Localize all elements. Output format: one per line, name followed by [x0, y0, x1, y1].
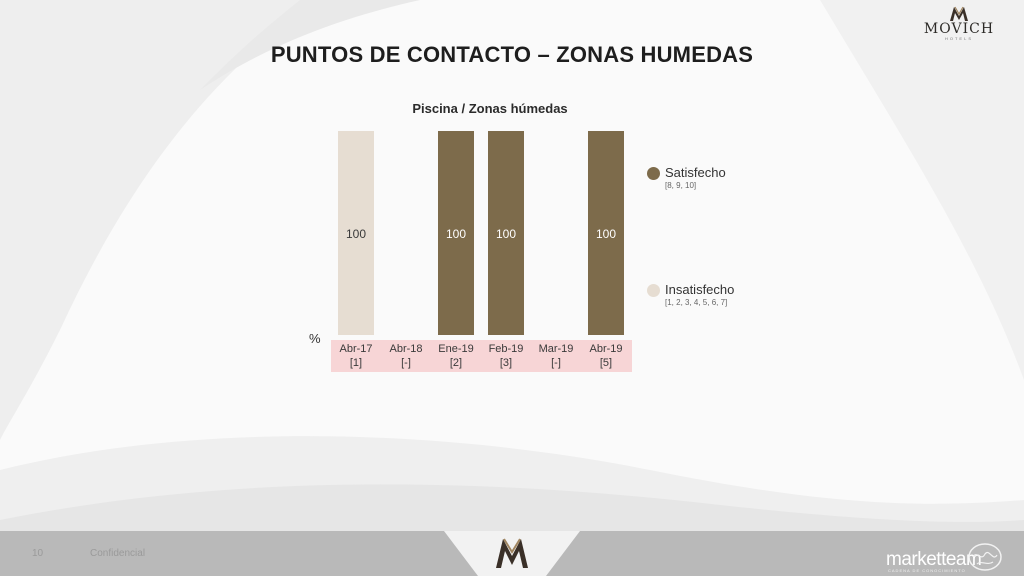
x-tick-2: Ene-19 [2] — [431, 342, 481, 372]
page-title: PUNTOS DE CONTACTO – ZONAS HUMEDAS — [270, 42, 754, 67]
legend-label-insatisfecho: Insatisfecho — [665, 282, 735, 297]
legend-range-satisfecho: [8, 9, 10] — [665, 181, 697, 190]
legend-swatch-satisfecho — [647, 167, 660, 180]
x-tick-1: Abr-18 [-] — [381, 342, 431, 372]
movich-footer-emblem-icon — [496, 538, 528, 568]
x-tick-5: Abr-19 [5] — [581, 342, 631, 372]
page-number: 10 — [32, 548, 44, 559]
brand-logo: MOVICH HOTELS — [914, 6, 1004, 41]
data-label-3: 100 — [496, 227, 516, 241]
x-axis-band — [331, 340, 632, 372]
x-tick-label: Ene-19 — [438, 343, 474, 355]
bar-satisfecho-5 — [588, 131, 624, 335]
chart-title: Piscina / Zonas húmedas — [412, 101, 568, 116]
bar-satisfecho-2 — [438, 131, 474, 335]
footer-note: Confidencial — [90, 548, 146, 559]
x-tick-label: Abr-19 — [589, 343, 623, 355]
legend-range-insatisfecho: [1, 2, 3, 4, 5, 6, 7] — [665, 298, 728, 307]
x-tick-0: Abr-17 [1] — [331, 342, 381, 372]
x-tick-base: [5] — [599, 357, 613, 369]
x-tick-label: Feb-19 — [488, 343, 524, 355]
x-tick-base: [3] — [499, 357, 513, 369]
legend-swatch-insatisfecho — [647, 284, 660, 297]
bar-insatisfecho-0 — [338, 131, 374, 335]
data-label-2: 100 — [446, 227, 466, 241]
bar-satisfecho-3 — [488, 131, 524, 335]
legend-label-satisfecho: Satisfecho — [665, 165, 726, 180]
data-label-5: 100 — [596, 227, 616, 241]
x-tick-base: [1] — [349, 357, 363, 369]
x-tick-base: [-] — [401, 357, 411, 369]
x-tick-label: Abr-18 — [389, 343, 423, 355]
y-axis-unit: % — [309, 331, 321, 346]
x-tick-base: [2] — [449, 357, 463, 369]
brand-sub: HOTELS — [944, 36, 973, 41]
x-tick-label: Mar-19 — [538, 343, 574, 355]
x-tick-label: Abr-17 — [339, 343, 373, 355]
brain-icon — [968, 543, 1002, 571]
agency-logo: marketteam — [886, 549, 982, 570]
movich-emblem-icon — [950, 6, 968, 21]
x-tick-base: [-] — [551, 357, 561, 369]
agency-sub: CADENA DE CONOCIMIENTO — [888, 568, 966, 573]
brand-name: MOVICH — [923, 21, 995, 37]
x-tick-3: Feb-19 [3] — [481, 342, 531, 372]
x-tick-4: Mar-19 [-] — [531, 342, 581, 372]
data-label-0: 100 — [346, 227, 366, 241]
